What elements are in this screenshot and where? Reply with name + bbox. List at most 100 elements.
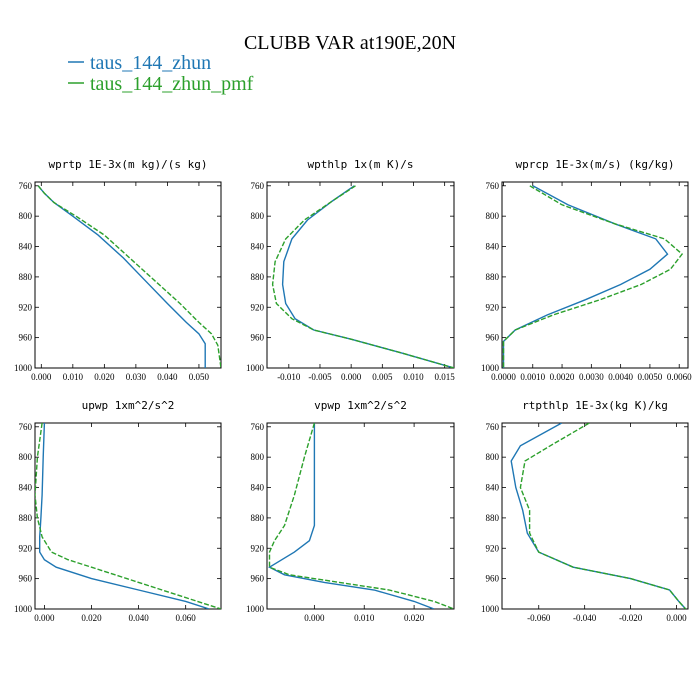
x-tick-label: 0.000 xyxy=(304,613,325,623)
panel-5: rtpthlp 1E-3x(kg K)/kg 760 800 840 880 920 960… xyxy=(481,399,689,623)
panel-title: wprtp 1E-3x(m kg)/(s kg) xyxy=(49,158,208,171)
series-line-zhun-pmf xyxy=(519,423,687,609)
x-tick-label: 0.040 xyxy=(157,372,178,382)
x-tick-label: 0.060 xyxy=(176,613,197,623)
plot-frame xyxy=(501,422,689,610)
series-line-zhun-pmf xyxy=(268,423,454,609)
x-tick-label: 0.0040 xyxy=(608,372,633,382)
y-tick-label: 880 xyxy=(486,272,500,282)
x-tick-label: 0.000 xyxy=(31,372,52,382)
legend-label-zhun: taus_144_zhun xyxy=(90,52,211,74)
y-tick-label: 840 xyxy=(486,483,500,493)
y-tick-label: 880 xyxy=(251,513,265,523)
x-tick-label: 0.0020 xyxy=(550,372,575,382)
x-tick-label: 0.010 xyxy=(354,613,375,623)
y-tick-label: 1000 xyxy=(481,604,500,614)
y-tick-label: 960 xyxy=(19,574,33,584)
x-tick-label: 0.0060 xyxy=(667,372,692,382)
x-tick-label: 0.040 xyxy=(128,613,149,623)
y-tick-label: 960 xyxy=(486,333,500,343)
figure-title: CLUBB VAR at190E,20N xyxy=(244,32,456,54)
y-tick-label: 920 xyxy=(486,543,500,553)
y-tick-label: 840 xyxy=(19,242,33,252)
y-tick-label: 800 xyxy=(19,452,33,462)
y-tick-label: 840 xyxy=(251,242,265,252)
x-tick-label: -0.040 xyxy=(573,613,597,623)
panel-title: vpwp 1xm^2/s^2 xyxy=(314,399,407,412)
series-line-zhun-pmf xyxy=(37,185,221,368)
x-tick-label: 0.030 xyxy=(126,372,147,382)
y-tick-label: 880 xyxy=(19,513,33,523)
y-tick-label: 760 xyxy=(251,181,265,191)
y-tick-label: 920 xyxy=(251,302,265,312)
y-tick-label: 920 xyxy=(251,543,265,553)
panel-0: wprtp 1E-3x(m kg)/(s kg) 760 800 840 880 920 9… xyxy=(14,158,222,382)
y-tick-label: 960 xyxy=(251,574,265,584)
x-tick-label: 0.020 xyxy=(94,372,115,382)
legend: taus_144_zhun taus_144_zhun_pmf xyxy=(68,52,254,95)
y-tick-label: 800 xyxy=(486,452,500,462)
x-tick-label: 0.0010 xyxy=(520,372,545,382)
y-tick-label: 840 xyxy=(19,483,33,493)
y-tick-label: 800 xyxy=(486,211,500,221)
plot-frame xyxy=(266,422,455,610)
series-line-zhun-pmf xyxy=(271,185,454,368)
y-tick-label: 880 xyxy=(486,513,500,523)
y-tick-label: 760 xyxy=(486,181,500,191)
plot-frame xyxy=(34,422,222,610)
x-tick-label: 0.0050 xyxy=(638,372,663,382)
x-tick-label: -0.020 xyxy=(619,613,643,623)
y-tick-label: 800 xyxy=(251,211,265,221)
panel-title: rtpthlp 1E-3x(kg K)/kg xyxy=(522,399,668,412)
y-tick-label: 1000 xyxy=(481,363,500,373)
x-tick-label: 0.020 xyxy=(81,613,102,623)
y-tick-label: 920 xyxy=(19,302,33,312)
x-tick-label: -0.060 xyxy=(527,613,551,623)
x-tick-label: 0.0030 xyxy=(579,372,604,382)
x-tick-label: 0.005 xyxy=(372,372,393,382)
y-tick-label: 840 xyxy=(251,483,265,493)
series-line-zhun xyxy=(37,185,206,368)
y-tick-label: 1000 xyxy=(246,604,265,614)
panels: wprtp 1E-3x(m kg)/(s kg) 760 800 840 880 920 9… xyxy=(14,158,692,623)
y-tick-label: 760 xyxy=(19,181,33,191)
x-tick-label: -0.010 xyxy=(277,372,301,382)
panel-3: upwp 1xm^2/s^2 760 800 840 880 920 960 10000.00… xyxy=(14,399,222,623)
legend-label-zhun-pmf: taus_144_zhun_pmf xyxy=(90,73,254,95)
y-tick-label: 760 xyxy=(251,422,265,432)
plot-frame xyxy=(266,181,455,369)
y-tick-label: 880 xyxy=(19,272,33,282)
series-line-zhun xyxy=(268,423,435,609)
series-line-zhun xyxy=(39,423,210,609)
y-tick-label: 920 xyxy=(19,543,33,553)
y-tick-label: 1000 xyxy=(14,363,33,373)
y-tick-label: 1000 xyxy=(14,604,33,614)
plot-frame xyxy=(34,181,222,369)
series-line-zhun-pmf xyxy=(35,423,221,609)
y-tick-label: 920 xyxy=(486,302,500,312)
y-tick-label: 880 xyxy=(251,272,265,282)
x-tick-label: 0.000 xyxy=(666,613,687,623)
panel-title: wpthlp 1x(m K)/s xyxy=(308,158,414,171)
panel-title: wprcp 1E-3x(m/s) (kg/kg) xyxy=(516,158,675,171)
x-tick-label: -0.005 xyxy=(308,372,332,382)
panel-1: wpthlp 1x(m K)/s 760 800 840 880 920 960 1000 -0… xyxy=(246,158,455,382)
y-tick-label: 760 xyxy=(19,422,33,432)
x-tick-label: 0.000 xyxy=(341,372,362,382)
x-tick-label: 0.015 xyxy=(435,372,456,382)
y-tick-label: 960 xyxy=(19,333,33,343)
y-tick-label: 960 xyxy=(251,333,265,343)
y-tick-label: 840 xyxy=(486,242,500,252)
panel-2: wprcp 1E-3x(m/s) (kg/kg) 760 800 840 880 920 9… xyxy=(481,158,692,382)
panel-4: vpwp 1xm^2/s^2 760 800 840 880 920 960 1000 0.00… xyxy=(246,399,455,623)
y-tick-label: 800 xyxy=(251,452,265,462)
panel-title: upwp 1xm^2/s^2 xyxy=(82,399,175,412)
x-tick-label: 0.000 xyxy=(34,613,55,623)
x-tick-label: 0.0000 xyxy=(491,372,516,382)
series-line-zhun-pmf xyxy=(502,185,684,368)
x-tick-label: 0.050 xyxy=(189,372,210,382)
plot-frame xyxy=(501,181,689,369)
y-tick-label: 960 xyxy=(486,574,500,584)
x-tick-label: 0.010 xyxy=(403,372,424,382)
